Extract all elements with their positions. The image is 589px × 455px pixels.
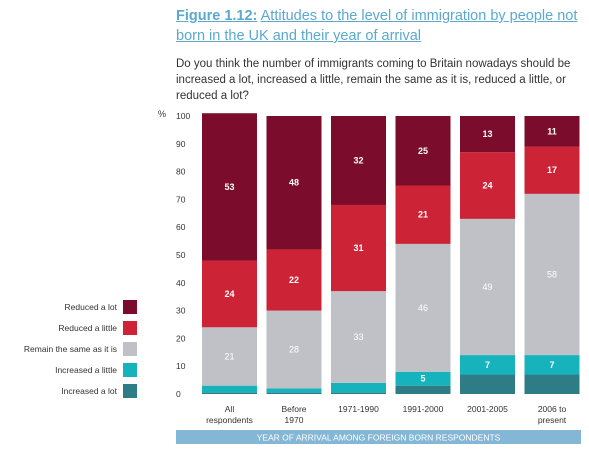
bar-value-label: 31 <box>353 243 363 253</box>
bar-value-label: 22 <box>289 275 299 285</box>
bar-value-label: 21 <box>418 210 428 220</box>
bar-segment-increased-a-lot <box>524 374 580 394</box>
bar-segment-reduced-a-little <box>460 152 515 219</box>
x-tick-label: 1991-2000 <box>403 404 444 414</box>
bar-value-label: 11 <box>547 126 557 136</box>
y-tick-label: 50 <box>176 250 186 260</box>
bar-segment-reduced-a-lot <box>331 116 386 205</box>
bar-segment-increased-a-little <box>395 371 451 386</box>
x-tick-label: Before <box>281 404 306 414</box>
figure-title: Figure 1.12: Attitudes to the level of i… <box>176 6 581 46</box>
y-tick-label: 90 <box>176 139 186 149</box>
bar-segment-reduced-a-lot <box>395 116 451 186</box>
figure-number: Figure 1.12: <box>176 8 258 24</box>
bar-value-label: 7 <box>485 360 490 370</box>
bars: 21 24 53 28 22 48 33 31 32 5 46 21 25 7 49 24 13 7 58 17 11 <box>202 113 580 394</box>
legend-label: Reduced a little <box>58 323 117 333</box>
bar-value-label: 17 <box>547 165 557 175</box>
bar-value-label: 21 <box>224 351 234 361</box>
legend-label: Remain the same as it is <box>24 344 117 354</box>
x-axis-title-bar <box>176 430 581 444</box>
bar-segment-reduced-a-little <box>331 204 386 292</box>
survey-question: Do you think the number of immigrants co… <box>176 58 571 102</box>
legend-swatch <box>123 300 137 314</box>
legend-swatch <box>123 384 137 398</box>
bar-value-label: 33 <box>353 332 363 342</box>
bar-value-label: 46 <box>418 303 428 313</box>
bar-segment-reduced-a-lot <box>202 113 257 261</box>
bar-value-label: 13 <box>482 129 492 139</box>
bar-segment-remain-the-same-as-it-is <box>331 291 386 383</box>
bar-segment-reduced-a-little <box>395 185 451 244</box>
y-tick-label: 80 <box>176 167 186 177</box>
y-tick-label: 10 <box>176 361 186 371</box>
x-tick-label: All <box>225 404 235 414</box>
bar-value-label: 24 <box>224 289 234 299</box>
y-tick-label: 100 <box>176 111 190 121</box>
bar-segment-increased-a-lot <box>331 392 386 394</box>
x-tick-label: 1971-1990 <box>338 404 379 414</box>
bar-segment-reduced-a-lot <box>524 116 580 147</box>
bar-segment-remain-the-same-as-it-is <box>524 193 580 356</box>
bar-segment-reduced-a-little <box>524 146 580 194</box>
bar-value-label: 48 <box>289 178 299 188</box>
x-tick-label: 2001-2005 <box>467 404 508 414</box>
y-tick-label: 70 <box>176 194 186 204</box>
bar-segment-reduced-a-lot <box>266 116 322 250</box>
bar-value-label: 32 <box>353 155 363 165</box>
legend-swatch <box>123 342 137 356</box>
y-axis-unit-label: % <box>158 109 166 119</box>
y-axis: % 0 10 20 30 40 50 60 70 80 90 100 <box>158 109 190 399</box>
legend-label: Reduced a lot <box>65 302 118 312</box>
bar-segment-remain-the-same-as-it-is <box>266 310 322 389</box>
bar-segment-increased-a-little <box>460 355 515 375</box>
bar-value-label: 25 <box>418 146 428 156</box>
bar-segment-increased-a-little <box>331 382 386 393</box>
legend-swatch <box>123 363 137 377</box>
legend-label: Increased a little <box>55 365 117 375</box>
y-tick-label: 60 <box>176 222 186 232</box>
x-tick-label: present <box>538 415 567 425</box>
bar-value-label: 58 <box>547 269 557 279</box>
y-tick-label: 0 <box>176 389 181 399</box>
bar-segment-increased-a-lot <box>202 392 257 394</box>
bar-segment-increased-a-lot <box>460 374 515 394</box>
figure-title-text: Attitudes to the level of immigration by… <box>176 8 578 44</box>
y-tick-label: 30 <box>176 306 186 316</box>
bar-segment-increased-a-lot <box>266 392 322 394</box>
bar-segment-increased-a-little <box>202 385 257 393</box>
x-tick-label: 2006 to <box>538 404 567 414</box>
bar-value-label: 28 <box>289 345 299 355</box>
legend: Reduced a lot Reduced a little Remain the … <box>24 300 137 398</box>
legend-label: Increased a lot <box>61 386 117 396</box>
bar-value-label: 53 <box>224 182 234 192</box>
bar-value-label: 24 <box>482 181 492 191</box>
bar-value-label: 5 <box>420 374 425 384</box>
x-tick-label: 1970 <box>285 415 304 425</box>
x-axis-title: YEAR OF ARRIVAL AMONG FOREIGN BORN RESPO… <box>257 433 501 443</box>
bar-segment-reduced-a-little <box>266 249 322 311</box>
y-tick-label: 40 <box>176 278 186 288</box>
bar-segment-remain-the-same-as-it-is <box>395 243 451 372</box>
bar-segment-remain-the-same-as-it-is <box>202 327 257 386</box>
legend-swatch <box>123 321 137 335</box>
bar-value-label: 49 <box>482 282 492 292</box>
bar-segment-reduced-a-lot <box>460 116 515 153</box>
bar-value-label: 7 <box>549 360 554 370</box>
x-tick-label: respondents <box>206 415 253 425</box>
y-tick-label: 20 <box>176 333 186 343</box>
bar-segment-remain-the-same-as-it-is <box>460 218 515 356</box>
bar-segment-reduced-a-little <box>202 260 257 328</box>
bar-segment-increased-a-little <box>266 388 322 393</box>
bar-segment-increased-a-little <box>524 355 580 375</box>
bar-segment-increased-a-lot <box>395 385 451 394</box>
